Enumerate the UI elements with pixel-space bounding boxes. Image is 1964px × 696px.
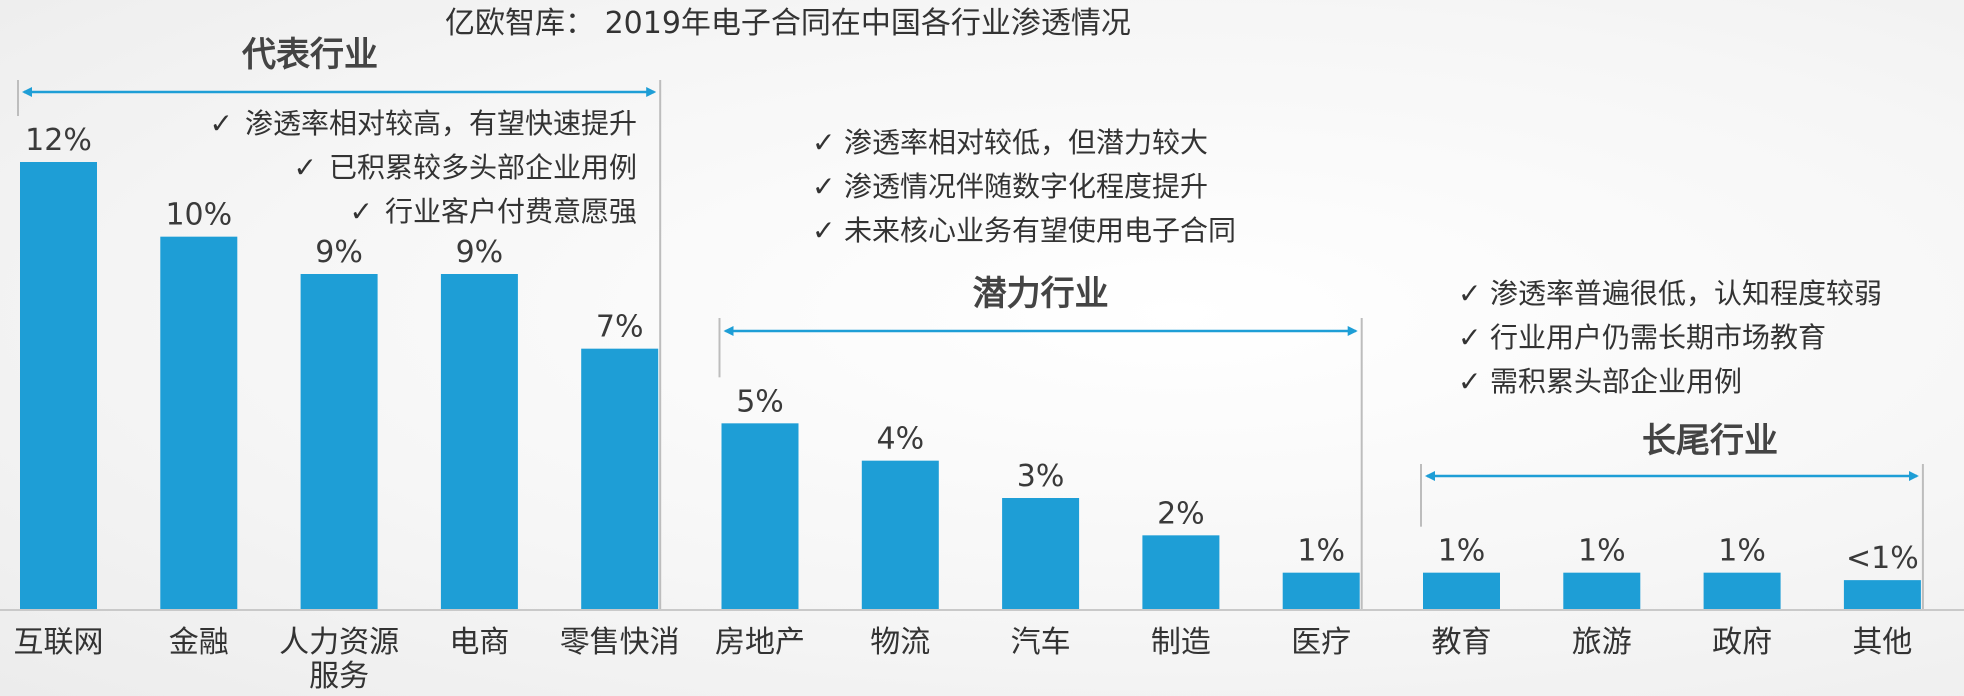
value-label: 2% — [1157, 496, 1205, 531]
bar — [20, 162, 97, 610]
group-title: 潜力行业 — [973, 274, 1109, 314]
value-label: 3% — [1017, 459, 1065, 494]
bar — [861, 460, 939, 610]
check-icon: ✓ — [1458, 321, 1481, 354]
bar — [1563, 572, 1641, 610]
chart-title: 亿欧智库： 2019年电子合同在中国各行业渗透情况 — [445, 6, 1131, 41]
group-title: 代表行业 — [241, 35, 378, 75]
category-label: 政府 — [1712, 625, 1772, 660]
bar — [1282, 572, 1360, 610]
category-label: 零售快消 — [560, 625, 680, 660]
value-label: <1% — [1846, 541, 1919, 576]
value-label: 4% — [877, 422, 925, 457]
category-label: 其他 — [1852, 625, 1912, 660]
value-label: 1% — [1438, 534, 1486, 569]
check-icon: ✓ — [812, 214, 835, 247]
group-note: 行业用户仍需长期市场教育 — [1490, 321, 1826, 354]
check-icon: ✓ — [294, 151, 317, 184]
value-label: 10% — [165, 198, 232, 233]
group-title: 长尾行业 — [1642, 421, 1778, 461]
value-label: 9% — [315, 235, 363, 270]
value-label: 1% — [1578, 534, 1626, 569]
category-label: 人力资源 — [279, 625, 399, 660]
category-label: 旅游 — [1572, 625, 1632, 660]
check-icon: ✓ — [210, 107, 233, 140]
value-label: 1% — [1297, 534, 1345, 569]
category-label: 物流 — [870, 625, 930, 660]
category-label: 服务 — [309, 659, 369, 694]
value-label: 7% — [596, 310, 644, 345]
category-label: 金融 — [169, 625, 229, 660]
category-label: 房地产 — [715, 625, 805, 660]
value-label: 5% — [736, 384, 784, 419]
check-icon: ✓ — [1458, 365, 1481, 398]
bar — [1703, 572, 1781, 610]
group-note: 渗透率普遍很低，认知程度较弱 — [1490, 277, 1882, 310]
group-note: 渗透率相对较高，有望快速提升 — [245, 107, 637, 140]
check-icon: ✓ — [1458, 277, 1481, 310]
bar — [1002, 498, 1080, 610]
group-note: 已积累较多头部企业用例 — [329, 151, 637, 184]
check-icon: ✓ — [812, 126, 835, 159]
bar — [1423, 572, 1500, 610]
category-label: 互联网 — [14, 625, 104, 660]
value-label: 12% — [25, 123, 92, 158]
value-label: 9% — [456, 235, 504, 270]
bar — [721, 423, 799, 610]
category-label: 教育 — [1432, 625, 1492, 660]
group-note: 渗透情况伴随数字化程度提升 — [844, 170, 1208, 203]
group-note: 渗透率相对较低，但潜力较大 — [844, 126, 1208, 159]
bar — [300, 274, 378, 610]
category-label: 制造 — [1151, 625, 1211, 660]
bar — [1142, 535, 1220, 610]
group-note: 需积累头部企业用例 — [1490, 365, 1742, 398]
bar — [581, 348, 659, 610]
category-label: 电商 — [449, 625, 509, 660]
group-note: 行业客户付费意愿强 — [385, 195, 637, 228]
bar — [440, 274, 518, 610]
check-icon: ✓ — [812, 170, 835, 203]
group-note: 未来核心业务有望使用电子合同 — [844, 214, 1236, 247]
bar — [160, 236, 238, 610]
check-icon: ✓ — [350, 195, 373, 228]
category-label: 医疗 — [1291, 625, 1351, 660]
value-label: 1% — [1718, 534, 1766, 569]
bar — [1843, 580, 1921, 610]
category-label: 汽车 — [1011, 625, 1071, 660]
